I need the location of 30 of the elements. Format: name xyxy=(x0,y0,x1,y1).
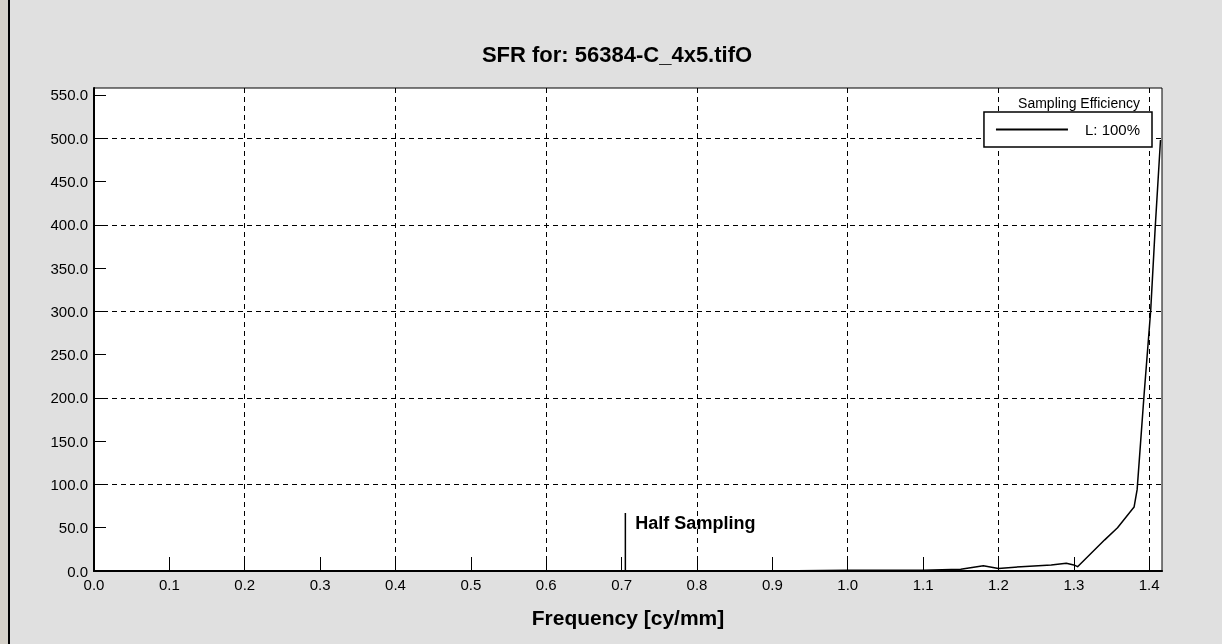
x-axis-title: Frequency [cy/mm] xyxy=(531,606,725,629)
ref-line-label: Half Sampling xyxy=(635,513,756,534)
y-tick-label: 350.0 xyxy=(50,259,88,277)
y-tick-label: 250.0 xyxy=(50,346,88,364)
y-tick-label: 300.0 xyxy=(50,302,88,320)
y-tick-label: 500.0 xyxy=(50,129,88,147)
x-tick-label: 1.0 xyxy=(837,576,859,593)
y-tick-label: 50.0 xyxy=(58,519,88,537)
y-tick-label: 400.0 xyxy=(50,216,88,234)
x-tick-label: 0.3 xyxy=(309,576,331,593)
x-tick-label: 0.9 xyxy=(761,576,783,593)
y-tick-label: 200.0 xyxy=(50,389,88,407)
legend-label: L: 100% xyxy=(1084,121,1141,138)
x-tick-label: 0.5 xyxy=(460,576,482,593)
x-tick-label: 1.1 xyxy=(912,576,934,593)
x-tick-label: 0.8 xyxy=(686,576,708,593)
x-tick-label: 0.1 xyxy=(158,576,180,593)
legend-title: Sampling Efficiency xyxy=(1018,95,1141,111)
x-tick-label: 0.7 xyxy=(611,576,633,593)
x-tick-label: 0.2 xyxy=(234,576,256,593)
y-tick-label: 150.0 xyxy=(50,432,88,450)
x-tick-label: 1.4 xyxy=(1138,576,1160,593)
y-tick-label: 100.0 xyxy=(50,475,88,493)
chart-title: SFR for: 56384-C_4x5.tifO xyxy=(481,41,753,67)
x-tick-label: 0.6 xyxy=(535,576,557,593)
x-tick-label: 0.4 xyxy=(385,576,406,593)
y-tick-label: 550.0 xyxy=(50,86,88,104)
x-tick-label: 1.2 xyxy=(988,576,1009,593)
x-tick-label: 1.3 xyxy=(1063,576,1085,593)
y-tick-label: 450.0 xyxy=(50,172,88,190)
